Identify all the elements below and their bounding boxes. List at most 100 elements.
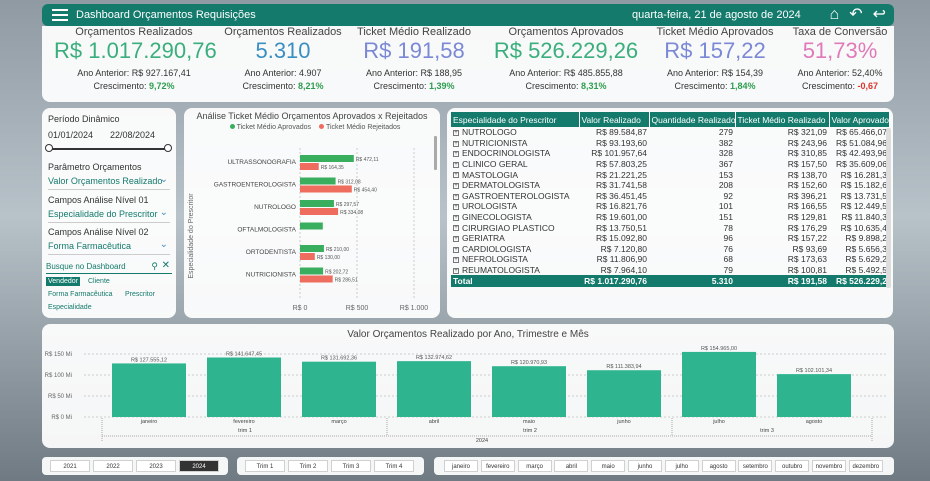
- expand-icon[interactable]: +: [453, 183, 459, 190]
- table-header[interactable]: Quantidade Realizado: [649, 112, 736, 127]
- table-scrollbar[interactable]: [886, 128, 891, 288]
- month-button[interactable]: dezembro: [848, 460, 883, 472]
- table-row[interactable]: + GERIATRA R$ 15.092,80 96 R$ 157,22 R$ 9.898…: [451, 233, 889, 244]
- month-button[interactable]: junho: [628, 460, 662, 472]
- filter-chip[interactable]: Forma Farmacêutica: [48, 291, 113, 298]
- month-button[interactable]: maio: [591, 460, 626, 472]
- filter-chip[interactable]: Prescritor: [125, 291, 155, 298]
- month-button[interactable]: janeiro: [444, 460, 478, 472]
- table-row[interactable]: + NEFROLOGISTA R$ 11.806,90 68 R$ 173,63 R$ 5…: [451, 254, 889, 265]
- month-button[interactable]: agosto: [701, 460, 736, 472]
- table-row[interactable]: + GASTROENTEROLOGISTA R$ 36.451,45 92 R$ 396…: [451, 191, 889, 202]
- hbar-bar[interactable]: [300, 275, 333, 283]
- param-dropdown[interactable]: Valor Orçamentos Realizado ⌄: [48, 174, 170, 190]
- col-bar[interactable]: [587, 370, 661, 417]
- search-input[interactable]: Busque no Dashboard ⚲ ✕: [46, 260, 172, 274]
- hbar-bar[interactable]: [300, 245, 324, 252]
- table-row[interactable]: + MASTOLOGIA R$ 21.221,25 153 R$ 138,70 R$ 16…: [451, 169, 889, 180]
- expand-icon[interactable]: +: [453, 193, 459, 200]
- table-row[interactable]: + DERMATOLOGISTA R$ 31.741,58 208 R$ 152,60 R…: [451, 180, 889, 191]
- col-bar[interactable]: [207, 357, 281, 417]
- expand-icon[interactable]: +: [453, 140, 459, 147]
- date-slider-handle-start[interactable]: [45, 144, 53, 152]
- month-button[interactable]: fevereiro: [480, 460, 515, 472]
- date-end[interactable]: 22/08/2024: [110, 130, 156, 140]
- month-button[interactable]: março: [517, 460, 552, 472]
- expand-icon[interactable]: +: [453, 130, 459, 137]
- level1-dropdown[interactable]: Especialidade do Prescritor ⌄: [48, 207, 170, 223]
- table-row[interactable]: + GINECOLOGISTA R$ 19.601,00 151 R$ 129,81 R$…: [451, 212, 889, 223]
- hbar-bar[interactable]: [300, 253, 315, 260]
- table-header[interactable]: Valor Aprovado: [829, 112, 890, 127]
- filter-chip[interactable]: Especialidade: [48, 304, 92, 311]
- table-row[interactable]: + UROLOGISTA R$ 16.821,76 101 R$ 166,55 R$ 12…: [451, 201, 889, 212]
- level2-dropdown[interactable]: Forma Farmacêutica ⌄: [48, 239, 170, 255]
- quarter-button[interactable]: Trim 2: [288, 460, 328, 472]
- hbar-bar[interactable]: [300, 208, 339, 215]
- table-row[interactable]: + NUTRICIONISTA R$ 93.193,60 382 R$ 243,96 R$…: [451, 138, 889, 149]
- year-button[interactable]: 2022: [93, 460, 133, 472]
- date-start[interactable]: 01/01/2024: [48, 130, 94, 140]
- col-month-label: fevereiro: [233, 419, 254, 425]
- expand-icon[interactable]: +: [453, 257, 459, 264]
- hbar-bar[interactable]: [300, 163, 319, 170]
- date-slider-track[interactable]: [48, 148, 168, 150]
- expand-icon[interactable]: +: [453, 151, 459, 158]
- search-icon[interactable]: ⚲: [151, 261, 158, 271]
- quarter-button[interactable]: Trim 1: [245, 460, 285, 472]
- home-icon[interactable]: ⌂: [829, 6, 840, 23]
- col-bar[interactable]: [112, 363, 186, 417]
- hbar-bar[interactable]: [300, 222, 323, 230]
- col-y-tick: R$ 100 Mi: [45, 373, 72, 379]
- col-bar[interactable]: [302, 361, 376, 417]
- table-row[interactable]: + CLINICO GERAL R$ 57.803,25 367 R$ 157,50 R$…: [451, 159, 889, 170]
- year-button[interactable]: 2021: [50, 460, 90, 472]
- date-slider-handle-end[interactable]: [164, 144, 172, 152]
- quarter-button[interactable]: Trim 4: [374, 460, 414, 472]
- table-header[interactable]: Valor Realizado: [579, 112, 650, 127]
- expand-icon[interactable]: +: [453, 172, 459, 179]
- hbar-scrollbar[interactable]: [434, 136, 437, 170]
- month-button[interactable]: abril: [554, 460, 589, 472]
- hbar-chart: Especialidade do Prescritor R$ 0 R$ 500 R$ …: [188, 136, 437, 312]
- kpi-growth: Crescimento: 8,21%: [203, 81, 363, 91]
- table-row[interactable]: + REUMATOLOGISTA R$ 7.964,10 79 R$ 100,81 R$ …: [451, 265, 889, 276]
- table-row[interactable]: + CIRURGIAO PLASTICO R$ 13.750,51 78 R$ 176,…: [451, 222, 889, 233]
- month-button[interactable]: setembro: [738, 460, 773, 472]
- expand-icon[interactable]: +: [453, 267, 459, 274]
- month-button[interactable]: novembro: [812, 460, 846, 472]
- hbar-bar[interactable]: [300, 177, 336, 185]
- table-row[interactable]: + ENDOCRINOLOGISTA R$ 101.957,64 328 R$ 310,…: [451, 148, 889, 159]
- expand-icon[interactable]: +: [453, 246, 459, 253]
- expand-icon[interactable]: +: [453, 214, 459, 221]
- hbar-bar[interactable]: [300, 185, 352, 193]
- hbar-bar[interactable]: [300, 200, 334, 207]
- quarter-button[interactable]: Trim 3: [331, 460, 371, 472]
- month-button[interactable]: outubro: [775, 460, 810, 472]
- col-bar[interactable]: [397, 361, 471, 417]
- col-data-label: R$ 127.555,12: [131, 357, 167, 363]
- table-cell: 101: [718, 201, 733, 212]
- table-row[interactable]: + NUTROLOGO R$ 89.584,87 279 R$ 321,09 R$ 65.…: [451, 127, 889, 138]
- table-header[interactable]: Ticket Médio Realizado: [735, 112, 830, 127]
- expand-icon[interactable]: +: [453, 204, 459, 211]
- year-button[interactable]: 2023: [136, 460, 176, 472]
- expand-icon[interactable]: +: [453, 225, 459, 232]
- filter-chip[interactable]: Vendedor: [46, 277, 80, 286]
- month-button[interactable]: julho: [664, 460, 699, 472]
- expand-icon[interactable]: +: [453, 235, 459, 242]
- table-header[interactable]: Especialidade do Prescritor: [451, 112, 580, 127]
- expand-icon[interactable]: +: [453, 161, 459, 168]
- table-row[interactable]: + CARDIOLOGISTA R$ 7.120,80 76 R$ 93,69 R$ 5.…: [451, 244, 889, 255]
- back-icon[interactable]: ↩: [872, 6, 886, 23]
- filter-chip[interactable]: Cliente: [88, 278, 110, 285]
- close-icon[interactable]: ✕: [161, 260, 170, 271]
- hbar-bar[interactable]: [300, 155, 354, 162]
- undo-icon[interactable]: ↶: [849, 6, 863, 23]
- col-bar[interactable]: [492, 366, 566, 417]
- col-bar[interactable]: [777, 374, 851, 417]
- hbar-bar[interactable]: [300, 267, 324, 275]
- col-bar[interactable]: [682, 351, 756, 417]
- year-button[interactable]: 2024: [179, 460, 219, 472]
- menu-icon[interactable]: [52, 6, 68, 24]
